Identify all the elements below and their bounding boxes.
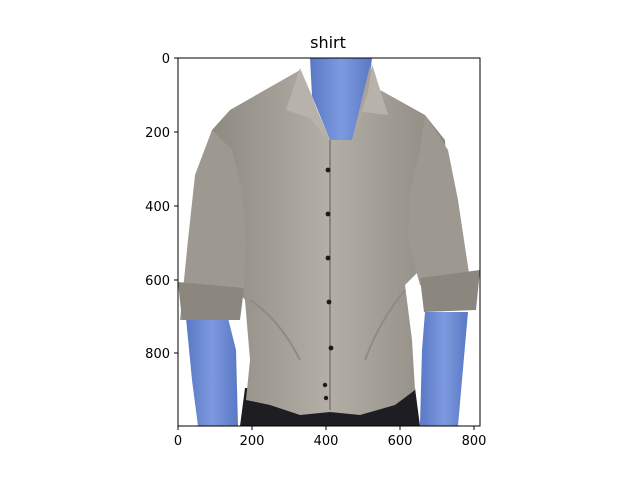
y-tick-label: 800: [145, 347, 170, 362]
shirt-button: [328, 345, 334, 351]
right-sleeve: [408, 115, 470, 285]
x-tick-label: 400: [314, 434, 339, 449]
y-tick-label: 600: [145, 274, 170, 289]
shirt-button: [326, 299, 332, 305]
left-cuff: [178, 282, 244, 320]
neck: [310, 58, 372, 140]
shirt-fold: [364, 289, 406, 361]
y-tick-label: 200: [145, 126, 170, 141]
shirt-button: [325, 255, 331, 261]
shirt-button: [325, 211, 331, 217]
axes-frame: [177, 57, 481, 427]
x-tick-label: 600: [388, 434, 413, 449]
x-tick-label: 800: [462, 434, 487, 449]
collar-right: [352, 64, 388, 140]
collar-left: [286, 68, 328, 140]
shirt-torso: [208, 66, 448, 415]
right-cuff: [420, 270, 480, 312]
shirt-button: [322, 382, 328, 388]
figure-title: shirt: [310, 33, 346, 52]
shirt-image: [178, 58, 480, 426]
x-axis: 0 200 400 600 800: [174, 426, 487, 449]
left-sleeve: [180, 130, 246, 320]
y-tick-label: 0: [162, 52, 170, 67]
left-forearm: [186, 318, 238, 426]
shirt-button: [323, 395, 329, 401]
x-tick-label: 200: [240, 434, 265, 449]
y-tick-label: 400: [145, 200, 170, 215]
x-tick-label: 0: [174, 434, 182, 449]
shirt-fold: [249, 299, 301, 361]
right-forearm: [420, 312, 468, 426]
shirt-button: [325, 167, 331, 173]
y-axis: 0 200 400 600 800: [145, 52, 178, 362]
